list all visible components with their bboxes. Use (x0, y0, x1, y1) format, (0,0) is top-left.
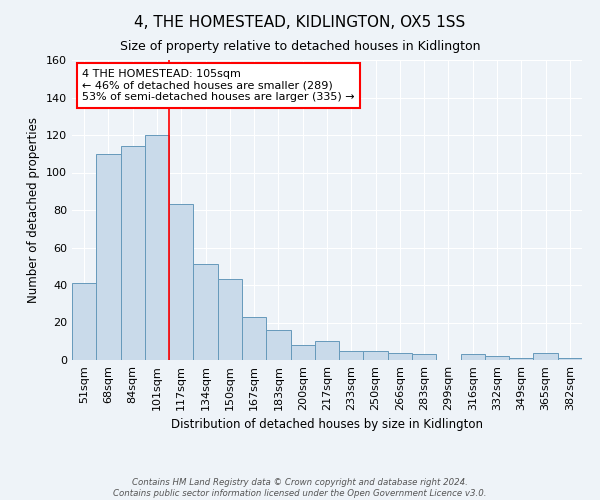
Bar (290, 345, 315, 360)
Bar (533, 352, 558, 360)
Bar (121, 146, 145, 360)
Text: 4, THE HOMESTEAD, KIDLINGTON, OX5 1SS: 4, THE HOMESTEAD, KIDLINGTON, OX5 1SS (134, 15, 466, 30)
Bar (485, 356, 509, 360)
Bar (315, 341, 339, 360)
Bar (72, 283, 96, 360)
Bar (242, 317, 266, 360)
Bar (412, 354, 436, 360)
Bar (509, 358, 533, 360)
Bar (388, 352, 412, 360)
Bar (145, 135, 169, 360)
Bar (218, 280, 242, 360)
X-axis label: Distribution of detached houses by size in Kidlington: Distribution of detached houses by size … (171, 418, 483, 432)
Bar (266, 330, 290, 360)
Bar (558, 358, 582, 360)
Y-axis label: Number of detached properties: Number of detached properties (28, 117, 40, 303)
Text: 4 THE HOMESTEAD: 105sqm
← 46% of detached houses are smaller (289)
53% of semi-d: 4 THE HOMESTEAD: 105sqm ← 46% of detache… (82, 69, 355, 102)
Bar (339, 350, 364, 360)
Bar (461, 354, 485, 360)
Bar (364, 350, 388, 360)
Bar (193, 264, 218, 360)
Bar (96, 154, 121, 360)
Text: Contains HM Land Registry data © Crown copyright and database right 2024.
Contai: Contains HM Land Registry data © Crown c… (113, 478, 487, 498)
Text: Size of property relative to detached houses in Kidlington: Size of property relative to detached ho… (120, 40, 480, 53)
Bar (169, 204, 193, 360)
